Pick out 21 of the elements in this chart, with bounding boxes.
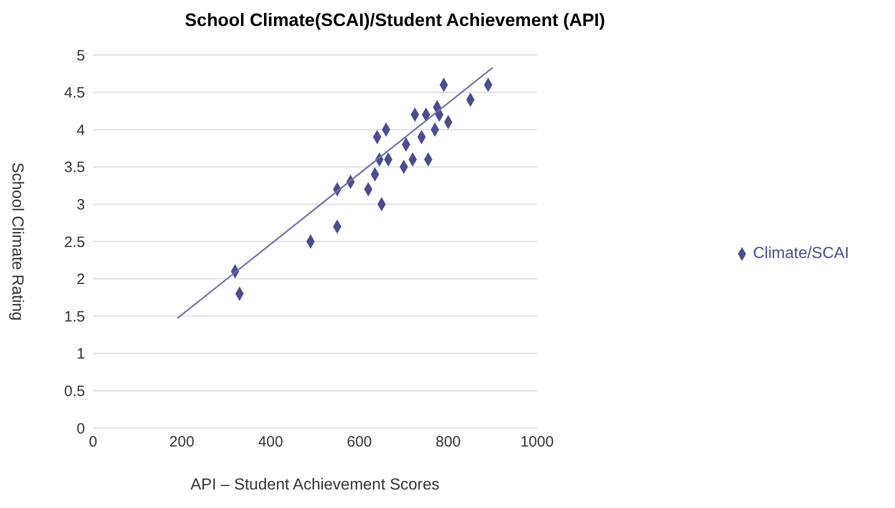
x-tick-label: 200: [169, 434, 194, 451]
x-tick-label: 0: [88, 434, 98, 451]
y-tick-label: 1.5: [64, 308, 85, 326]
chart-title: School Climate(SCAI)/Student Achievement (API): [184, 10, 606, 31]
x-tick-label: 1000: [520, 434, 554, 451]
y-tick-label: 0.5: [64, 383, 85, 400]
y-tick-label: 3: [76, 196, 85, 214]
y-tick-label: 5: [76, 47, 85, 64]
y-tick-label: 2: [76, 271, 85, 288]
y-tick-label: 4.5: [64, 84, 85, 102]
y-tick-label: 1: [76, 346, 85, 363]
x-tick-label: 600: [346, 434, 372, 451]
legend-label: Climate/SCAI: [753, 245, 850, 262]
y-tick-label: 2.5: [64, 234, 85, 251]
y-axis-title: School Climate Rating: [8, 162, 26, 321]
y-tick-label: 0: [76, 420, 85, 438]
x-tick-label: 400: [258, 434, 284, 451]
x-tick-label: 800: [436, 434, 461, 451]
x-axis-title: API – Student Achievement Scores: [190, 476, 440, 494]
y-tick-label: 4: [76, 122, 85, 139]
y-tick-label: 3.5: [64, 159, 85, 176]
